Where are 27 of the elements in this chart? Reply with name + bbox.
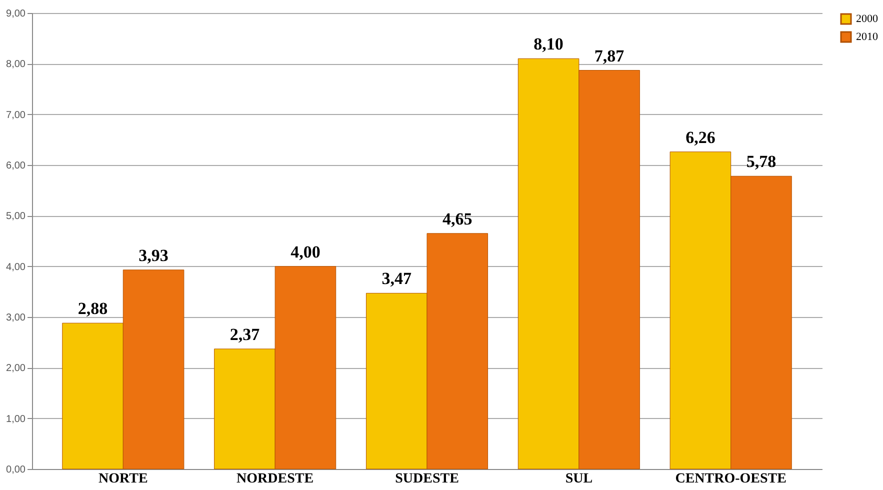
y-tick-label: 4,00 <box>6 262 26 273</box>
data-label: 4,65 <box>442 209 472 228</box>
y-tick-label: 9,00 <box>6 8 26 20</box>
y-tick-label: 3,00 <box>6 312 26 324</box>
y-tick-label: 7,00 <box>6 110 26 121</box>
data-label: 4,00 <box>290 242 320 262</box>
y-tick-label: 1,00 <box>6 414 26 425</box>
legend-label: 2000 <box>856 13 878 25</box>
x-tick-label: CENTRO-OESTE <box>675 472 786 486</box>
x-tick-label: SUDESTE <box>395 472 459 486</box>
y-tick-label: 0,00 <box>6 464 26 476</box>
x-tick-label: NORTE <box>98 472 148 486</box>
data-label: 3,93 <box>138 246 168 265</box>
y-tick-label: 5,00 <box>6 211 26 222</box>
y-tick-label: 2,00 <box>6 363 26 374</box>
data-label: 8,10 <box>534 34 564 54</box>
y-tick-label: 8,00 <box>6 59 26 70</box>
x-tick-label: NORDESTE <box>236 472 314 486</box>
data-label: 2,37 <box>230 324 260 344</box>
data-label: 2,88 <box>78 299 108 318</box>
x-tick-label: SUL <box>565 472 593 486</box>
data-label: 3,47 <box>382 269 412 288</box>
data-label: 7,87 <box>594 46 625 66</box>
data-label: 6,26 <box>686 128 716 147</box>
data-label: 5,78 <box>746 152 776 172</box>
legend-label: 2010 <box>856 31 878 43</box>
y-tick-label: 6,00 <box>6 160 26 172</box>
